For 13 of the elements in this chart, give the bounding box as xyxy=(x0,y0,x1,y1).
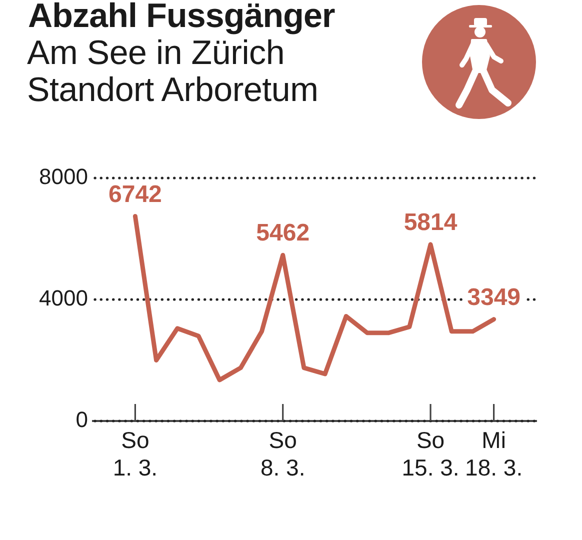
chart-title: Abzahl Fussgänger xyxy=(28,0,335,35)
data-label: 5462 xyxy=(256,220,310,247)
data-label: 3349 xyxy=(467,284,521,311)
y-tick-label: 0 xyxy=(76,407,88,432)
chart-subtitle: Am See in Zürich Standort Arboretum xyxy=(27,34,318,109)
data-label: 5814 xyxy=(404,209,458,236)
x-tick-label: So 1. 3. xyxy=(112,427,158,481)
x-tick-label: So 8. 3. xyxy=(260,427,306,481)
data-label: 6742 xyxy=(108,180,162,208)
x-tick-label: So 15. 3. xyxy=(402,427,460,481)
y-tick-label: 8000 xyxy=(39,164,88,190)
y-tick-label: 4000 xyxy=(39,286,88,311)
x-tick-label: Mi 18. 3. xyxy=(465,427,523,481)
